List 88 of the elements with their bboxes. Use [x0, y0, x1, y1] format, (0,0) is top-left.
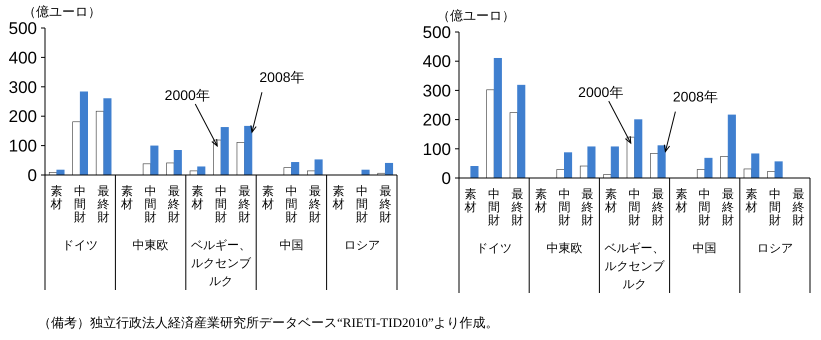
bar [80, 92, 88, 176]
x-tick-label: 素材 [604, 187, 618, 214]
x-tick-label: 素材 [744, 187, 758, 214]
x-tick-label: 素材 [331, 184, 344, 211]
x-tick-label: 最終財 [167, 184, 180, 224]
text: ベルギー、ルクセンブルク [190, 237, 252, 290]
bar [587, 146, 596, 178]
x-tick-label: 最終財 [308, 184, 321, 224]
bar [564, 152, 572, 178]
text: 中国 [692, 240, 718, 257]
y-tick-label: 400 [8, 48, 37, 68]
bar [150, 146, 158, 176]
x-tick-label: 最終財 [580, 187, 594, 227]
x-tick-label: 最終財 [378, 184, 392, 224]
y-axis-title: （億ユーロ） [23, 5, 101, 20]
x-tick-label: 中間財 [215, 184, 227, 224]
x-tick-label: 素材 [674, 187, 688, 214]
bar [704, 158, 712, 178]
bar [774, 161, 783, 178]
x-tick-label: 中間財 [74, 184, 86, 224]
text: （備考）独立行政法人経済産業研究所データベース“RIETI-TID2010”より作成。 [38, 315, 499, 330]
text: ベルギー、ルクセンブルク [603, 240, 666, 293]
bar [634, 119, 642, 178]
bar [650, 153, 658, 178]
y-tick-label: 0 [28, 166, 37, 185]
bar [720, 156, 728, 178]
bar [728, 114, 736, 178]
y-tick-label: 300 [8, 78, 37, 97]
x-tick-label: 中間財 [768, 187, 781, 227]
x-tick-label: 中間財 [285, 184, 298, 224]
bar [96, 110, 104, 176]
bar [494, 58, 502, 178]
x-tick-label: 最終財 [721, 187, 734, 227]
text: 2008年 [259, 69, 305, 86]
x-tick-label: 中間財 [698, 187, 711, 227]
y-tick-label: 300 [422, 81, 451, 100]
bar [236, 142, 245, 176]
y-tick-label: 200 [8, 107, 37, 126]
bar [174, 150, 182, 176]
bar [751, 153, 760, 178]
y-tick-label: 400 [422, 52, 451, 72]
x-tick-label: 最終財 [650, 187, 664, 227]
bar [314, 159, 323, 176]
bar [610, 146, 619, 178]
text: ドイツ [61, 237, 100, 254]
y-axis-title: （億ユーロ） [437, 9, 515, 24]
x-tick-label: 最終財 [96, 184, 110, 224]
x-tick-label: 中間財 [558, 187, 570, 227]
x-tick-label: 素材 [534, 187, 547, 214]
text: 2000年 [578, 84, 624, 100]
bar [197, 166, 206, 176]
text: ドイツ [475, 240, 514, 257]
x-tick-label: 中間財 [628, 187, 640, 227]
bar [658, 145, 666, 178]
y-tick-label: 200 [422, 110, 451, 130]
bar [470, 166, 478, 178]
bar [72, 121, 80, 176]
x-tick-label: 最終財 [791, 187, 804, 227]
bar [244, 126, 252, 176]
text: 中東欧 [545, 240, 584, 257]
bar [103, 98, 112, 176]
x-tick-label: 中間財 [488, 187, 500, 227]
text: 2000年 [164, 87, 210, 104]
y-tick-label: 500 [422, 23, 451, 42]
y-tick-label: 100 [8, 136, 37, 156]
x-tick-label: 素材 [464, 187, 477, 214]
text: 中東欧 [132, 237, 170, 254]
y-tick-label: 0 [442, 169, 451, 188]
x-tick-label: 素材 [260, 184, 274, 211]
bar [517, 84, 526, 178]
x-tick-label: 素材 [50, 184, 63, 211]
y-tick-label: 100 [422, 140, 451, 159]
bar [384, 162, 394, 176]
x-tick-label: 最終財 [237, 184, 250, 224]
x-tick-label: 中間財 [356, 184, 368, 224]
text: 中国 [278, 237, 304, 254]
bar [220, 127, 229, 176]
x-tick-label: 素材 [120, 184, 134, 211]
bar [510, 112, 518, 178]
text: ロシア [756, 240, 794, 257]
x-tick-label: 最終財 [510, 187, 524, 227]
x-tick-label: 素材 [190, 184, 204, 211]
series-label: 2008年 [672, 88, 718, 105]
bar [486, 90, 494, 178]
text: ロシア [342, 237, 381, 254]
bar [291, 162, 300, 176]
x-tick-label: 中間財 [144, 184, 157, 224]
y-tick-label: 500 [8, 19, 37, 38]
